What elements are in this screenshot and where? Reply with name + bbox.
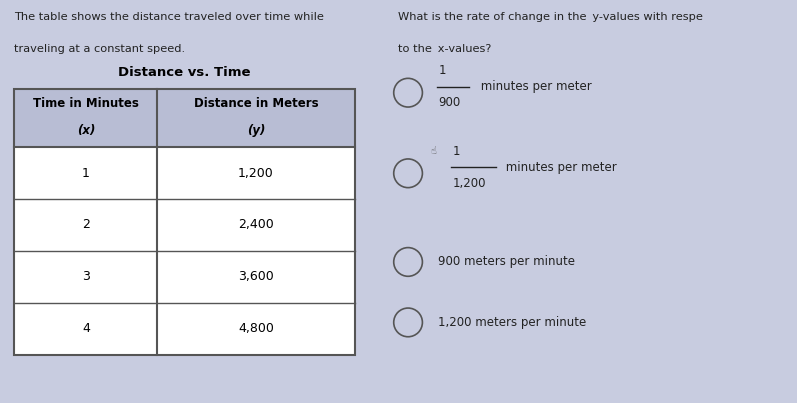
Text: minutes per meter: minutes per meter — [502, 161, 617, 174]
Text: 1,200: 1,200 — [238, 166, 274, 180]
Text: to the  x-values?: to the x-values? — [398, 44, 492, 54]
Text: 4: 4 — [82, 322, 90, 335]
Text: 1: 1 — [438, 64, 446, 77]
Text: (y): (y) — [247, 123, 265, 137]
Text: traveling at a constant speed.: traveling at a constant speed. — [14, 44, 186, 54]
Text: 3,600: 3,600 — [238, 270, 274, 283]
Text: 2: 2 — [82, 218, 90, 231]
Text: 1,200 meters per minute: 1,200 meters per minute — [438, 316, 587, 329]
Bar — [14, 89, 355, 355]
Text: ☝: ☝ — [430, 146, 437, 156]
Text: 4,800: 4,800 — [238, 322, 274, 335]
Text: 1: 1 — [453, 145, 460, 158]
Bar — [14, 89, 355, 147]
Text: 900 meters per minute: 900 meters per minute — [438, 256, 575, 268]
Text: What is the rate of change in the  y-values with respe: What is the rate of change in the y-valu… — [398, 12, 704, 22]
Text: 900: 900 — [438, 96, 461, 109]
Text: Distance vs. Time: Distance vs. Time — [118, 66, 251, 79]
Text: Time in Minutes: Time in Minutes — [33, 97, 139, 110]
Text: 1: 1 — [82, 166, 90, 180]
Bar — [14, 89, 355, 355]
Text: minutes per meter: minutes per meter — [477, 80, 591, 93]
Text: (x): (x) — [77, 123, 95, 137]
Text: Distance in Meters: Distance in Meters — [194, 97, 318, 110]
Text: 3: 3 — [82, 270, 90, 283]
Text: 2,400: 2,400 — [238, 218, 274, 231]
Text: 1,200: 1,200 — [453, 177, 486, 190]
Text: The table shows the distance traveled over time while: The table shows the distance traveled ov… — [14, 12, 324, 22]
